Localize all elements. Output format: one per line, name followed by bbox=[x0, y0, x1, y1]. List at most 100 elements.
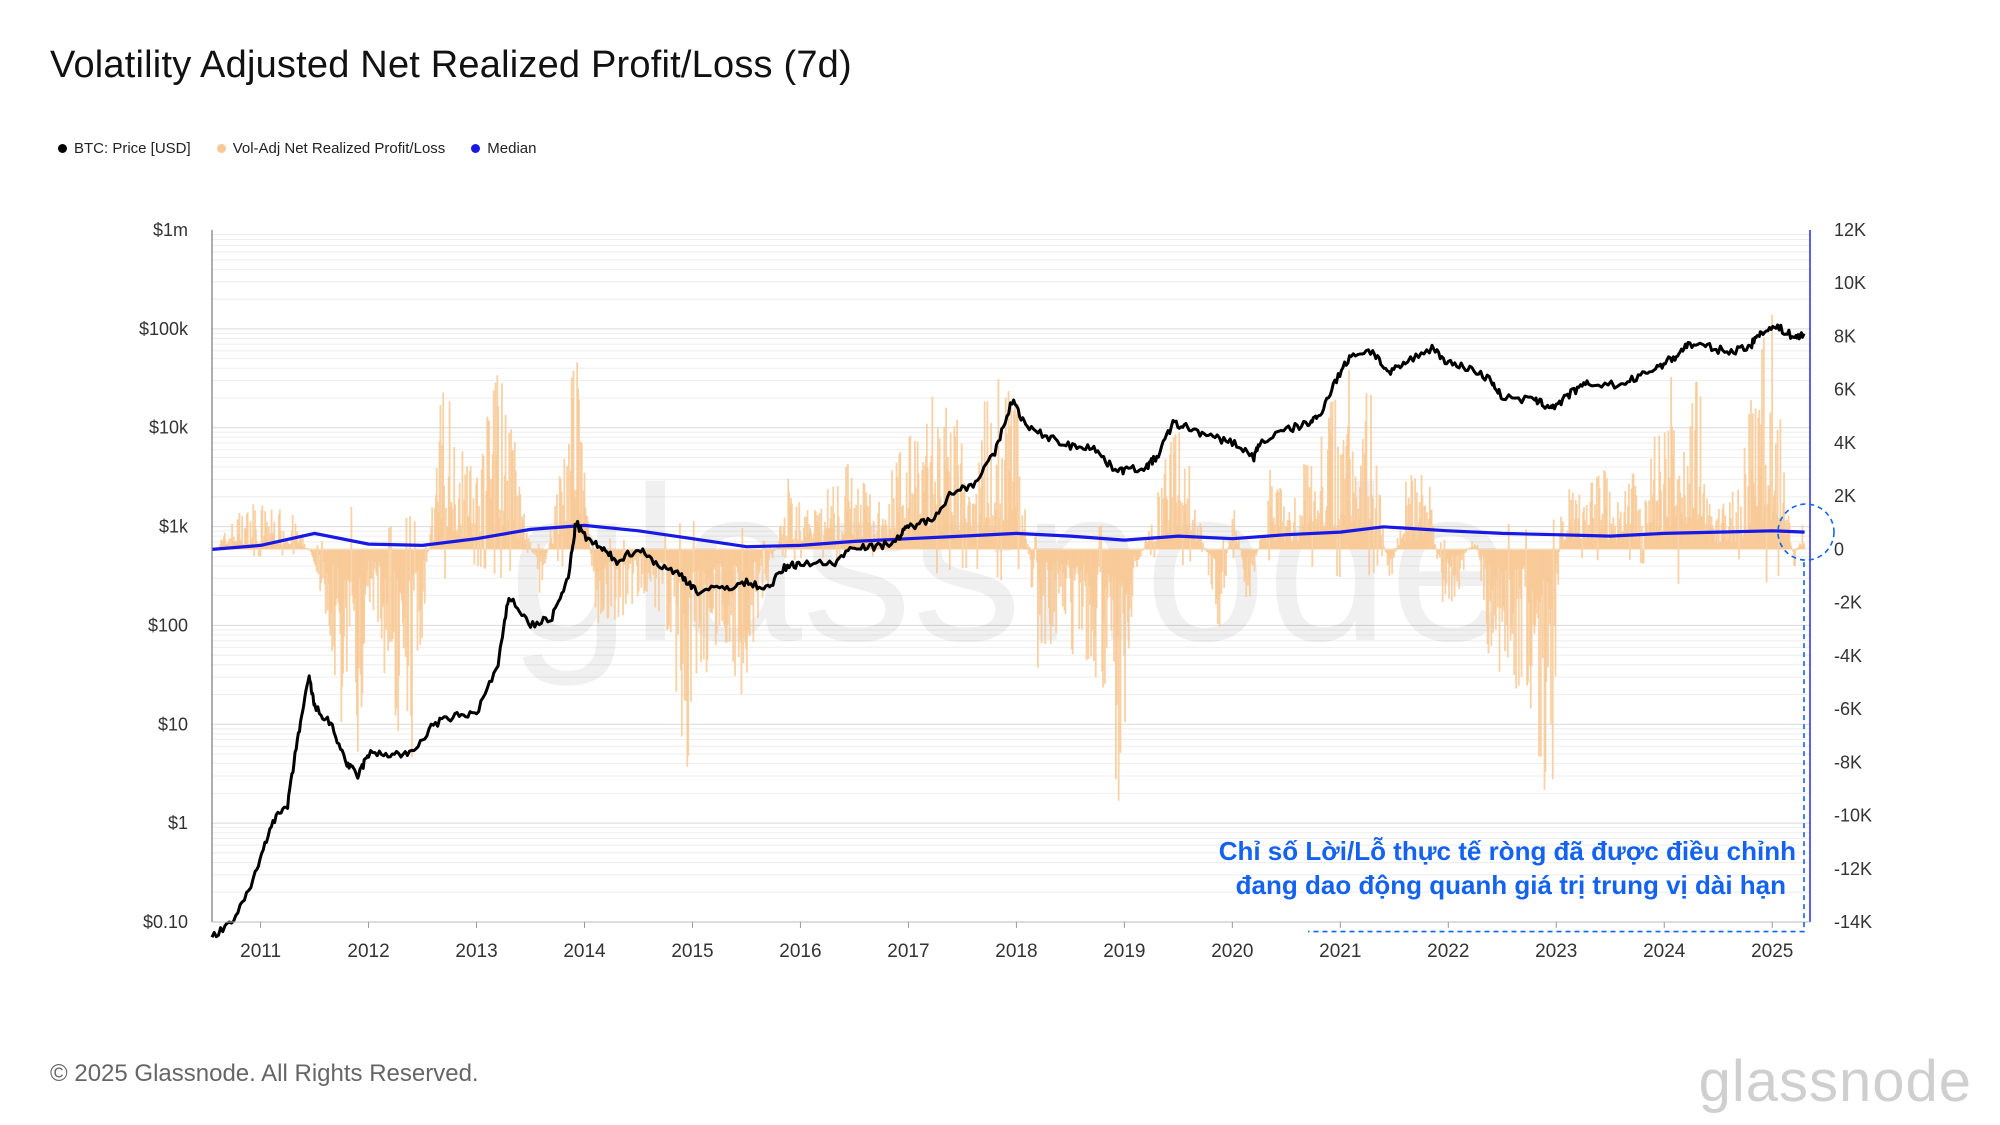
pnl-bar bbox=[300, 544, 303, 550]
pnl-bar bbox=[916, 441, 919, 550]
pnl-bar bbox=[1341, 453, 1344, 550]
pnl-bar bbox=[1437, 549, 1439, 553]
pnl-bar bbox=[1198, 537, 1201, 550]
pnl-bar bbox=[490, 479, 493, 550]
pnl-bar bbox=[1513, 549, 1516, 676]
pnl-bar bbox=[836, 486, 839, 550]
pnl-bar bbox=[829, 518, 832, 550]
pnl-bar bbox=[1508, 549, 1511, 580]
pnl-bar bbox=[402, 549, 405, 649]
pnl-bar bbox=[431, 507, 434, 550]
pnl-bar bbox=[286, 538, 289, 550]
pnl-bar bbox=[306, 547, 309, 550]
pnl-bar bbox=[319, 549, 322, 591]
legend-item-median[interactable]: Median bbox=[471, 140, 537, 157]
pnl-bar bbox=[1692, 508, 1695, 550]
pnl-bar bbox=[1306, 465, 1309, 550]
pnl-bar bbox=[1470, 548, 1472, 550]
pnl-bar bbox=[559, 478, 562, 550]
pnl-bar bbox=[1669, 526, 1672, 550]
pnl-bar bbox=[1095, 549, 1098, 609]
pnl-bar bbox=[1223, 549, 1226, 588]
pnl-bar bbox=[385, 549, 388, 630]
pnl-bar bbox=[543, 549, 546, 557]
pnl-bar bbox=[1054, 549, 1057, 581]
pnl-bar bbox=[946, 469, 948, 550]
pnl-bar bbox=[1080, 549, 1082, 572]
pnl-bar bbox=[1528, 549, 1531, 666]
pnl-bar bbox=[1283, 542, 1286, 550]
pnl-bar bbox=[764, 549, 767, 574]
left-tick-label: $10k bbox=[149, 418, 189, 438]
pnl-bar bbox=[1523, 549, 1526, 566]
pnl-bar bbox=[1746, 531, 1749, 550]
pnl-bar bbox=[965, 549, 968, 568]
pnl-bar bbox=[605, 549, 608, 584]
pnl-bar bbox=[535, 549, 538, 557]
pnl-bar bbox=[1299, 514, 1302, 550]
pnl-bar bbox=[1452, 549, 1455, 576]
pnl-bar bbox=[781, 549, 784, 556]
pnl-bar bbox=[1696, 519, 1699, 550]
pnl-bar bbox=[1699, 396, 1702, 550]
pnl-bar bbox=[1706, 529, 1709, 550]
pnl-bar bbox=[1706, 498, 1708, 550]
pnl-bar bbox=[1103, 549, 1106, 685]
pnl-bar bbox=[898, 454, 901, 550]
pnl-bar bbox=[1122, 549, 1125, 614]
pnl-bar bbox=[1494, 549, 1497, 630]
pnl-bar bbox=[583, 472, 586, 550]
pnl-bar bbox=[787, 478, 790, 550]
pnl-bar bbox=[1597, 475, 1600, 550]
pnl-bar bbox=[683, 549, 686, 701]
pnl-bar bbox=[1744, 474, 1747, 550]
pnl-bar bbox=[1275, 492, 1278, 550]
pnl-bar bbox=[845, 466, 847, 550]
pnl-bar bbox=[654, 549, 657, 608]
pnl-bar bbox=[1717, 544, 1719, 550]
pnl-bar bbox=[1377, 526, 1380, 550]
pnl-bar bbox=[1693, 507, 1695, 550]
pnl-bar bbox=[1093, 549, 1096, 636]
pnl-bar bbox=[420, 549, 423, 609]
pnl-bar bbox=[691, 549, 694, 573]
pnl-bar bbox=[1296, 541, 1299, 550]
pnl-bar bbox=[713, 549, 716, 567]
pnl-bar bbox=[1731, 491, 1734, 550]
pnl-bar bbox=[411, 549, 414, 576]
pnl-bar bbox=[1717, 508, 1720, 550]
pnl-bar bbox=[220, 539, 222, 550]
pnl-bar bbox=[388, 527, 390, 550]
pnl-bar bbox=[1778, 518, 1781, 550]
pnl-bar bbox=[335, 549, 338, 599]
pnl-bar bbox=[868, 506, 870, 550]
pnl-bar bbox=[291, 514, 294, 550]
pnl-bar bbox=[1712, 527, 1715, 550]
pnl-bar bbox=[313, 549, 316, 564]
pnl-bar bbox=[1144, 541, 1147, 550]
pnl-bar bbox=[1266, 538, 1269, 550]
pnl-bar bbox=[224, 540, 227, 550]
pnl-bar bbox=[1048, 549, 1051, 625]
pnl-bar bbox=[582, 490, 585, 550]
pnl-bar bbox=[737, 549, 740, 658]
pnl-bar bbox=[1732, 527, 1735, 550]
pnl-bar bbox=[338, 549, 341, 613]
pnl-bar bbox=[1466, 548, 1469, 550]
pnl-bar bbox=[556, 549, 559, 562]
pnl-bar bbox=[783, 517, 786, 550]
pnl-bar bbox=[607, 549, 610, 618]
pnl-bar bbox=[909, 435, 912, 550]
pnl-bar bbox=[798, 502, 801, 550]
pnl-bar bbox=[416, 549, 419, 651]
pnl-bar bbox=[855, 505, 858, 550]
right-tick-label: 12K bbox=[1834, 220, 1866, 240]
pnl-bar bbox=[672, 549, 675, 570]
x-tick-label: 2015 bbox=[671, 941, 713, 962]
legend-item-pnl[interactable]: Vol-Adj Net Realized Profit/Loss bbox=[216, 140, 445, 157]
pnl-bar bbox=[850, 477, 853, 550]
pnl-bar bbox=[350, 506, 353, 550]
pnl-bar bbox=[1305, 536, 1308, 550]
legend-item-price[interactable]: BTC: Price [USD] bbox=[58, 140, 191, 157]
pnl-bar bbox=[1586, 532, 1589, 550]
